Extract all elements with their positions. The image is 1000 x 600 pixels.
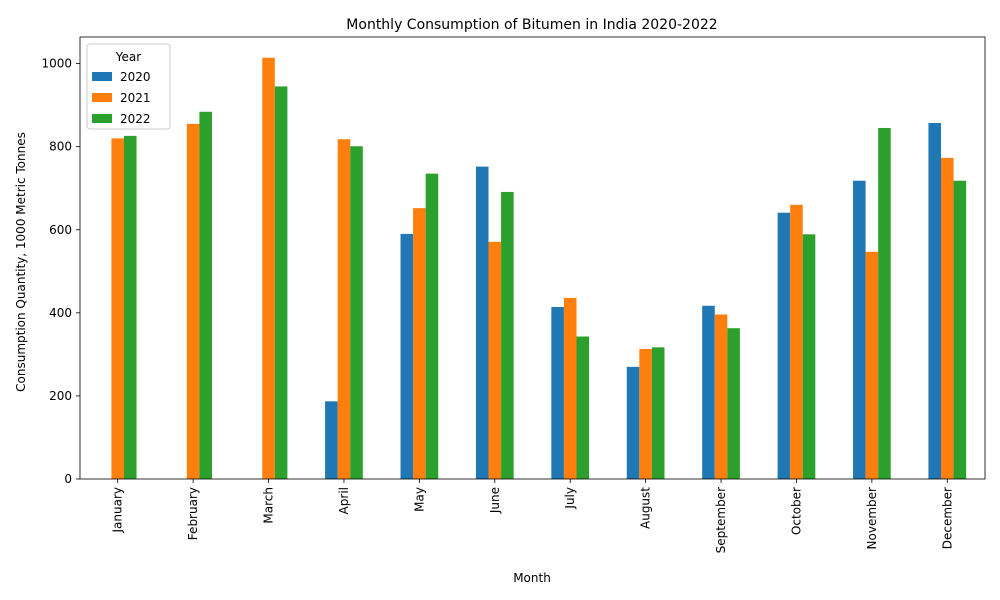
bar-2022-june <box>501 191 514 479</box>
x-tick-label: August <box>639 487 653 529</box>
bar-2021-august <box>639 348 652 479</box>
x-tick-label: June <box>488 487 502 514</box>
y-tick-label: 0 <box>64 472 72 486</box>
x-tick-label: January <box>111 487 125 534</box>
bar-2020-april <box>325 401 338 479</box>
bar-2022-october <box>802 234 816 479</box>
bar-2021-june <box>488 241 502 479</box>
bar-2021-february <box>186 123 200 480</box>
bar-2020-may <box>400 233 414 479</box>
x-tick-label: October <box>789 487 803 535</box>
bar-2021-january <box>111 138 124 479</box>
x-tick-label: May <box>412 487 426 512</box>
bar-2021-may <box>413 208 426 479</box>
bars-layer <box>111 57 967 480</box>
bar-2022-april <box>350 146 363 479</box>
legend-swatch-2021 <box>92 93 112 102</box>
legend-title: Year <box>115 50 141 64</box>
bar-2020-august <box>626 366 640 479</box>
bar-2022-august <box>651 347 665 479</box>
axes-layer: 0 200 400 600 800 1000 January February March Apr… <box>41 36 986 553</box>
bar-2022-january <box>123 135 137 480</box>
legend-label-2022: 2022 <box>120 112 151 126</box>
legend-label-2021: 2021 <box>120 91 151 105</box>
bar-2021-december <box>941 157 954 479</box>
x-tick-label: September <box>714 487 728 553</box>
y-tick-label: 600 <box>49 223 72 237</box>
x-tick-label: July <box>563 487 577 510</box>
y-tick-label: 200 <box>49 389 72 403</box>
plot-frame <box>79 36 986 480</box>
x-tick-label: December <box>940 487 954 549</box>
bar-2022-november <box>878 127 891 480</box>
legend-swatch-2022 <box>92 114 112 123</box>
bar-2020-october <box>777 212 791 480</box>
y-axis-title: Consumption Quantity, 1000 Metric Tonnes <box>14 132 28 392</box>
legend-box <box>86 43 171 130</box>
x-tick-label: March <box>262 487 276 524</box>
x-axis-title: Month <box>513 571 551 585</box>
bar-2021-april <box>337 139 351 480</box>
legend-label-2020: 2020 <box>120 70 151 84</box>
bar-2022-december <box>953 180 967 479</box>
bar-2020-september <box>702 305 715 479</box>
bar-2022-february <box>199 111 212 479</box>
bar-2021-november <box>865 251 879 479</box>
chart-title: Monthly Consumption of Bitumen in India … <box>346 17 717 33</box>
bar-2022-may <box>425 173 439 479</box>
x-tick-label: November <box>865 487 879 549</box>
bar-2021-september <box>714 314 728 479</box>
bar-2022-july <box>576 336 590 479</box>
y-tick-label: 1000 <box>41 57 72 71</box>
bar-2022-march <box>274 86 288 480</box>
bar-2020-july <box>551 307 564 479</box>
bar-2020-november <box>853 180 866 479</box>
bar-2021-march <box>262 57 275 479</box>
legend: Year 2020 2021 2022 <box>86 43 171 130</box>
y-tick-label: 800 <box>49 140 72 154</box>
x-tick-label: April <box>337 487 351 514</box>
bar-2021-october <box>790 204 803 479</box>
y-tick-label: 400 <box>49 306 72 320</box>
bar-2020-december <box>928 122 942 479</box>
bar-2022-september <box>727 328 740 479</box>
bar-2021-july <box>563 297 577 479</box>
legend-swatch-2020 <box>92 72 112 81</box>
bar-2020-june <box>475 166 489 480</box>
x-tick-label: February <box>186 487 200 540</box>
